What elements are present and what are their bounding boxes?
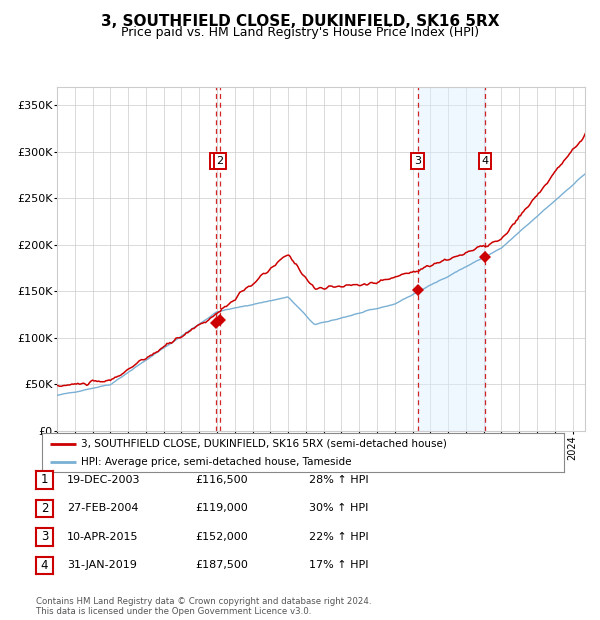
Text: 4: 4 <box>41 559 48 572</box>
Text: £119,000: £119,000 <box>195 503 248 513</box>
Text: 3, SOUTHFIELD CLOSE, DUKINFIELD, SK16 5RX: 3, SOUTHFIELD CLOSE, DUKINFIELD, SK16 5R… <box>101 14 499 29</box>
Text: £116,500: £116,500 <box>195 475 248 485</box>
Text: 1: 1 <box>41 474 48 486</box>
Text: 3: 3 <box>414 156 421 166</box>
Text: HPI: Average price, semi-detached house, Tameside: HPI: Average price, semi-detached house,… <box>81 458 352 467</box>
Text: 10-APR-2015: 10-APR-2015 <box>67 532 139 542</box>
Text: 3, SOUTHFIELD CLOSE, DUKINFIELD, SK16 5RX (semi-detached house): 3, SOUTHFIELD CLOSE, DUKINFIELD, SK16 5R… <box>81 438 447 448</box>
Text: Price paid vs. HM Land Registry's House Price Index (HPI): Price paid vs. HM Land Registry's House … <box>121 26 479 39</box>
Text: Contains HM Land Registry data © Crown copyright and database right 2024.: Contains HM Land Registry data © Crown c… <box>36 597 371 606</box>
Text: £187,500: £187,500 <box>195 560 248 570</box>
Text: 2: 2 <box>216 156 223 166</box>
Bar <box>418 87 485 431</box>
Text: 27-FEB-2004: 27-FEB-2004 <box>67 503 139 513</box>
Text: 4: 4 <box>482 156 488 166</box>
Text: This data is licensed under the Open Government Licence v3.0.: This data is licensed under the Open Gov… <box>36 607 311 616</box>
Text: 31-JAN-2019: 31-JAN-2019 <box>67 560 137 570</box>
Text: 1: 1 <box>213 156 220 166</box>
Text: 3: 3 <box>41 531 48 543</box>
Text: 30% ↑ HPI: 30% ↑ HPI <box>309 503 368 513</box>
Text: 17% ↑ HPI: 17% ↑ HPI <box>309 560 368 570</box>
Text: 2: 2 <box>41 502 48 515</box>
Text: 19-DEC-2003: 19-DEC-2003 <box>67 475 140 485</box>
Text: 28% ↑ HPI: 28% ↑ HPI <box>309 475 368 485</box>
Text: 22% ↑ HPI: 22% ↑ HPI <box>309 532 368 542</box>
Text: £152,000: £152,000 <box>195 532 248 542</box>
